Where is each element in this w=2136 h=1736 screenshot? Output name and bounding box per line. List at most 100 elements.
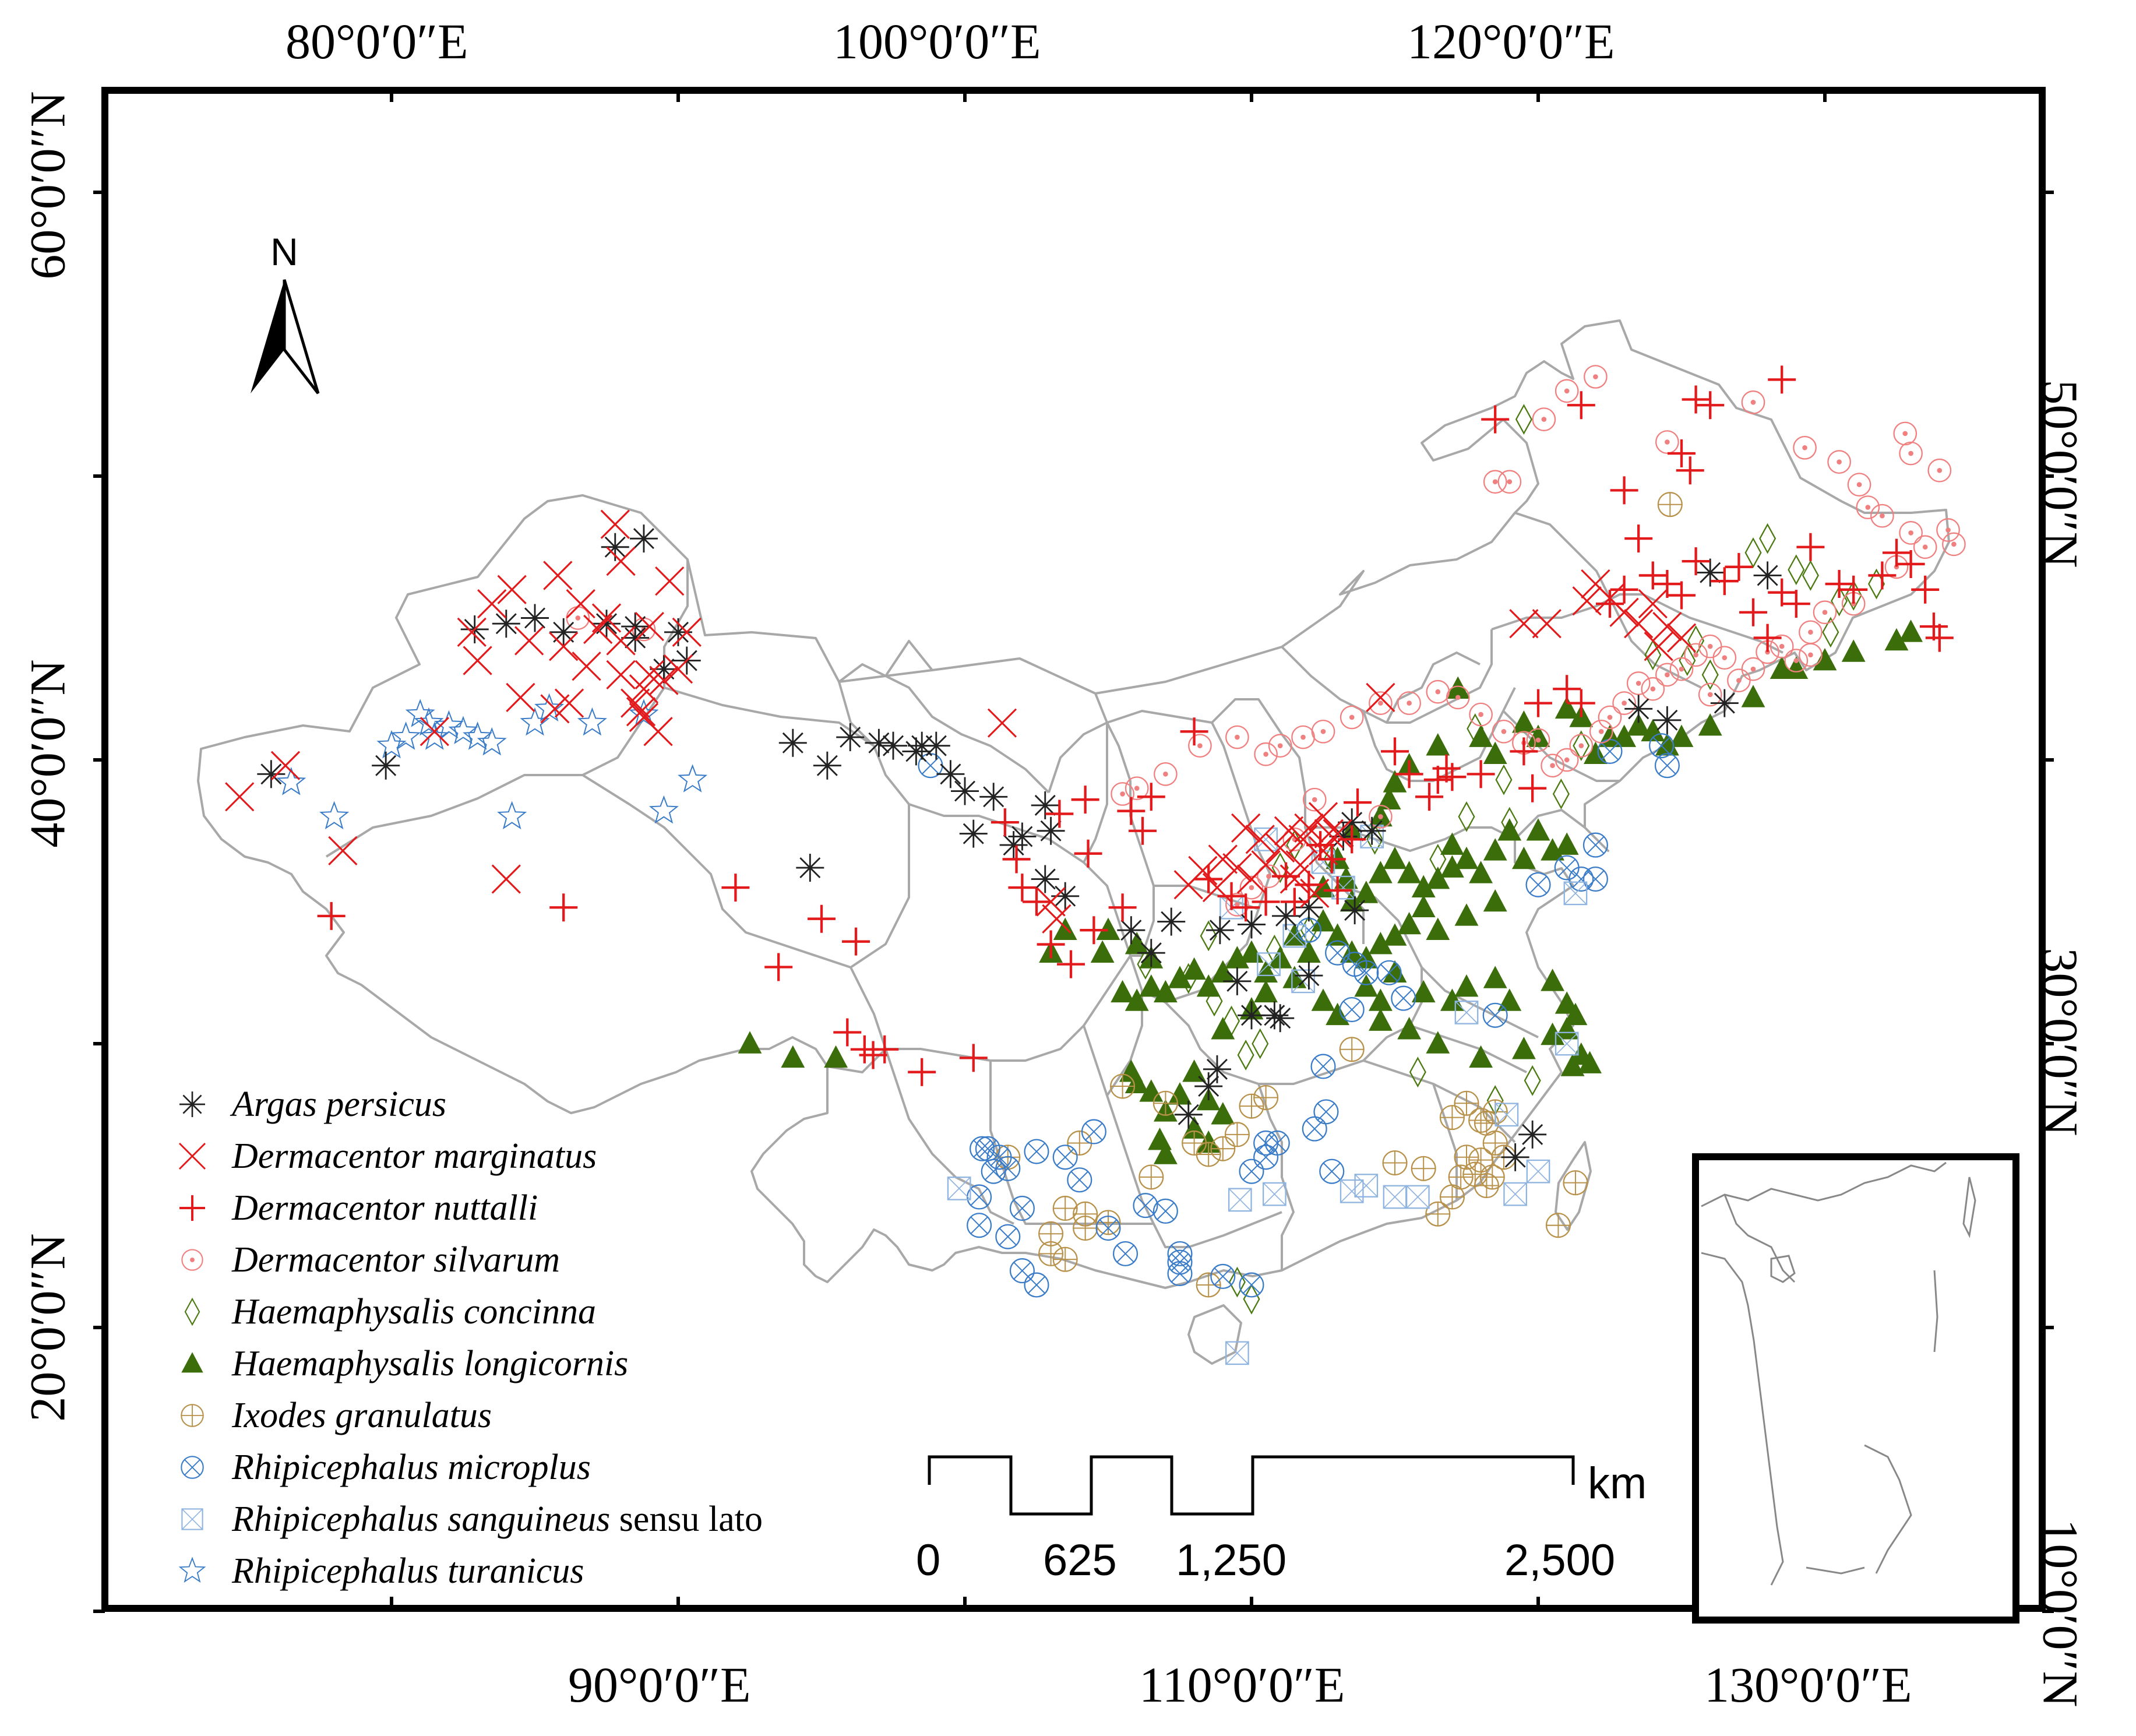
legend-symbol-plus: [179, 1195, 205, 1221]
record-dmarg: [1509, 609, 1539, 639]
record-dmarg: [1274, 816, 1304, 846]
record-dnutt: [842, 927, 870, 956]
record-igran: [1454, 1145, 1479, 1170]
record-dsilv: [1497, 470, 1522, 494]
record-dsilv: [1188, 734, 1212, 758]
legend-item-hlong: Haemaphysalis longicornis: [169, 1340, 628, 1387]
record-hlong: [1483, 838, 1507, 861]
legend-species-name: Argas persicus: [232, 1084, 446, 1124]
record-dmarg: [463, 646, 492, 675]
record-dnutt: [1739, 598, 1767, 626]
record-rmicr: [1239, 1272, 1264, 1298]
record-hlong: [1254, 960, 1278, 983]
record-hlong: [1053, 917, 1077, 940]
record-hconc: [1200, 920, 1217, 952]
record-hlong: [1211, 1017, 1235, 1040]
record-dmarg: [655, 566, 685, 596]
record-hlong: [1641, 719, 1665, 742]
bottom-lon-label: 110°0′0″E: [1139, 1657, 1345, 1713]
record-hlong: [1383, 770, 1407, 793]
record-dsilv: [1727, 668, 1751, 692]
record-rtura: [376, 730, 407, 759]
province-boundary: [838, 681, 875, 747]
record-dnutt: [1911, 575, 1940, 604]
record-dmarg: [554, 688, 584, 718]
record-hlong: [1563, 1002, 1588, 1026]
record-argas: [879, 731, 907, 760]
record-rmicr: [1024, 1272, 1049, 1298]
record-argas: [959, 819, 988, 848]
record-dsilv: [1698, 682, 1722, 707]
record-igran: [1563, 1170, 1588, 1196]
legend-item-hconc: Haemaphysalis concinna: [169, 1288, 596, 1335]
legend-symbol-triangle: [181, 1352, 203, 1373]
record-hlong: [1369, 931, 1393, 955]
province-boundary: [989, 1061, 1154, 1225]
record-hlong: [1555, 832, 1579, 855]
record-rsang: [1228, 1188, 1252, 1212]
record-hlong: [1311, 909, 1335, 932]
record-dnutt: [721, 874, 750, 902]
record-argas: [796, 854, 824, 882]
record-dnutt: [908, 1058, 936, 1086]
record-dnutt: [1008, 874, 1037, 902]
inset-frame: [1692, 1153, 2019, 1624]
record-argas: [836, 723, 865, 752]
record-dmarg: [477, 589, 507, 619]
record-dnutt: [1919, 612, 1948, 641]
record-rmicr: [1167, 1241, 1193, 1266]
record-argas: [1341, 896, 1369, 925]
province-boundary: [1257, 1083, 1295, 1270]
record-rtura: [319, 801, 350, 830]
province-boundary: [838, 663, 1050, 794]
record-dmarg: [1173, 870, 1203, 900]
record-argas: [1624, 695, 1653, 723]
record-dsilv: [1426, 679, 1450, 704]
record-dnutt: [1768, 365, 1796, 394]
record-igran: [1448, 1164, 1474, 1190]
left-lat-label: 20°0′0″N: [19, 1233, 76, 1422]
legend-item-rmicr: Rhipicephalus microplus: [169, 1444, 591, 1491]
record-dmarg: [649, 665, 679, 695]
record-dnutt: [1925, 624, 1954, 652]
record-hlong: [1512, 1037, 1536, 1059]
record-dsilv: [1111, 782, 1134, 806]
record-dsilv: [1655, 430, 1679, 454]
record-dmarg: [672, 617, 702, 647]
record-rtura: [414, 707, 444, 736]
record-dnutt: [1510, 737, 1538, 766]
legend-item-argas: Argas persicus: [169, 1081, 446, 1128]
record-dsilv: [1813, 600, 1837, 625]
record-hlong: [1225, 946, 1249, 969]
record-rtura: [405, 699, 435, 727]
record-dnutt: [1825, 570, 1853, 598]
legend-symbol-circle-plus: [181, 1404, 204, 1427]
record-dmarg: [621, 688, 650, 718]
record-dsilv: [1483, 470, 1507, 494]
record-dmarg: [1036, 887, 1066, 917]
record-dnutt: [1438, 763, 1467, 791]
record-rmicr: [1009, 1195, 1035, 1221]
record-dsilv: [1827, 450, 1851, 474]
record-hlong: [1560, 1054, 1585, 1076]
record-igran: [1411, 1156, 1436, 1181]
scale-bar-tick-label: 1,250: [1176, 1536, 1287, 1585]
record-hlong: [1899, 619, 1923, 642]
record-hlong: [1426, 1031, 1450, 1054]
record-rmicr: [1654, 753, 1680, 779]
record-argas: [492, 610, 520, 638]
province-boundary: [581, 774, 887, 1050]
province-boundary: [1363, 1059, 1516, 1143]
record-rmicr: [1325, 940, 1351, 966]
record-igran: [1482, 1130, 1508, 1156]
record-dmarg: [1231, 813, 1261, 843]
province-boundary: [884, 640, 933, 677]
record-dnutt: [1108, 893, 1137, 922]
record-dmarg: [1572, 586, 1602, 616]
legend-species-name: Dermacentor silvarum: [232, 1240, 561, 1280]
record-hlong: [1326, 923, 1349, 946]
record-hlong: [1483, 889, 1507, 912]
record-rtura: [577, 707, 607, 736]
record-hlong: [1440, 988, 1464, 1011]
record-dsilv: [1589, 719, 1613, 744]
